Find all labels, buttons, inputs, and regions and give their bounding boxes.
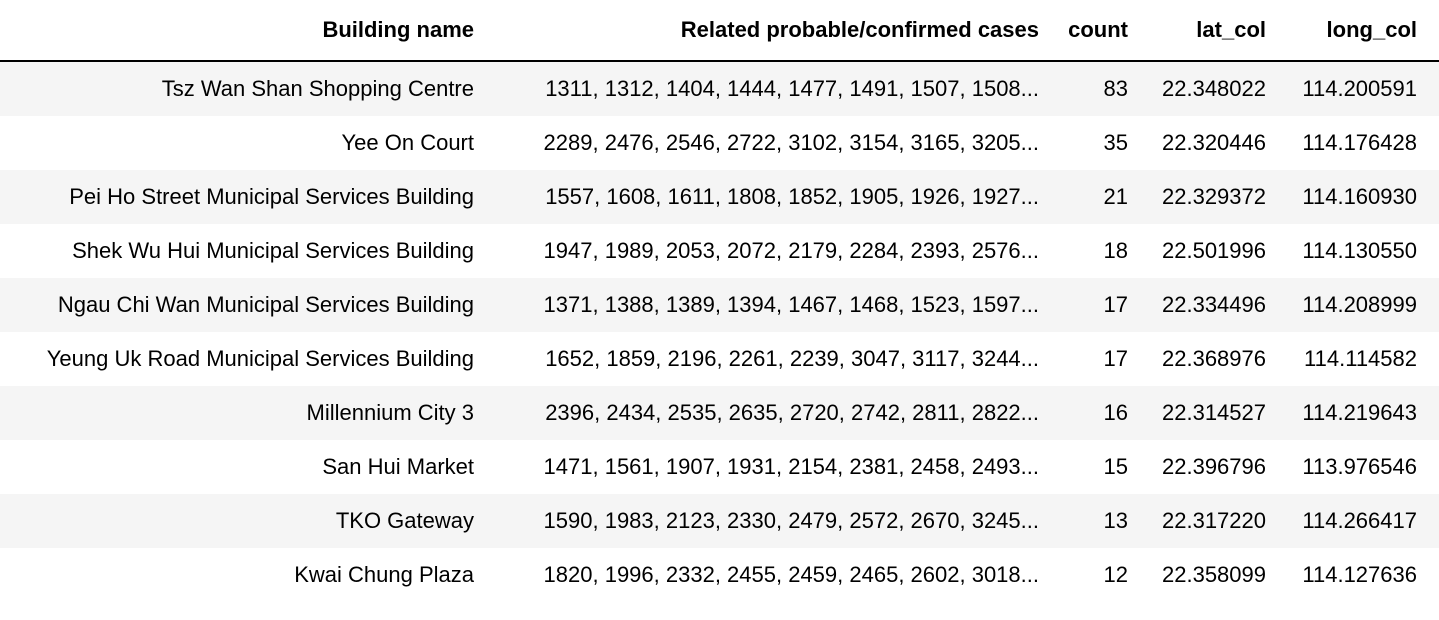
table-row: San Hui Market 1471, 1561, 1907, 1931, 2…	[0, 440, 1439, 494]
cell-lat: 22.317220	[1140, 494, 1278, 548]
cell-related-cases: 2396, 2434, 2535, 2635, 2720, 2742, 2811…	[486, 386, 1051, 440]
cell-related-cases: 1820, 1996, 2332, 2455, 2459, 2465, 2602…	[486, 548, 1051, 602]
header-lat-col: lat_col	[1140, 0, 1278, 62]
cell-lat: 22.334496	[1140, 278, 1278, 332]
table-row: Shek Wu Hui Municipal Services Building …	[0, 224, 1439, 278]
cell-long: 114.127636	[1278, 548, 1439, 602]
cell-count: 83	[1051, 61, 1140, 116]
cell-lat: 22.320446	[1140, 116, 1278, 170]
cell-lat: 22.329372	[1140, 170, 1278, 224]
cell-building-name: TKO Gateway	[0, 494, 486, 548]
cell-lat: 22.368976	[1140, 332, 1278, 386]
table-body: Tsz Wan Shan Shopping Centre 1311, 1312,…	[0, 61, 1439, 602]
table-row: Kwai Chung Plaza 1820, 1996, 2332, 2455,…	[0, 548, 1439, 602]
table-header: Building name Related probable/confirmed…	[0, 0, 1439, 62]
header-count: count	[1051, 0, 1140, 62]
cell-long: 114.266417	[1278, 494, 1439, 548]
cell-long: 114.219643	[1278, 386, 1439, 440]
cell-related-cases: 1590, 1983, 2123, 2330, 2479, 2572, 2670…	[486, 494, 1051, 548]
header-related-cases: Related probable/confirmed cases	[486, 0, 1051, 62]
table-row: Millennium City 3 2396, 2434, 2535, 2635…	[0, 386, 1439, 440]
cell-related-cases: 1652, 1859, 2196, 2261, 2239, 3047, 3117…	[486, 332, 1051, 386]
cell-count: 18	[1051, 224, 1140, 278]
cell-related-cases: 1471, 1561, 1907, 1931, 2154, 2381, 2458…	[486, 440, 1051, 494]
cell-related-cases: 1557, 1608, 1611, 1808, 1852, 1905, 1926…	[486, 170, 1051, 224]
table-row: Pei Ho Street Municipal Services Buildin…	[0, 170, 1439, 224]
cell-related-cases: 1371, 1388, 1389, 1394, 1467, 1468, 1523…	[486, 278, 1051, 332]
header-long-col: long_col	[1278, 0, 1439, 62]
cell-long: 114.176428	[1278, 116, 1439, 170]
cell-building-name: Pei Ho Street Municipal Services Buildin…	[0, 170, 486, 224]
cell-building-name: Tsz Wan Shan Shopping Centre	[0, 61, 486, 116]
table-row: Yeung Uk Road Municipal Services Buildin…	[0, 332, 1439, 386]
cell-building-name: San Hui Market	[0, 440, 486, 494]
cell-count: 35	[1051, 116, 1140, 170]
cell-building-name: Shek Wu Hui Municipal Services Building	[0, 224, 486, 278]
cell-long: 114.208999	[1278, 278, 1439, 332]
cell-building-name: Kwai Chung Plaza	[0, 548, 486, 602]
table-row: Yee On Court 2289, 2476, 2546, 2722, 310…	[0, 116, 1439, 170]
cell-lat: 22.348022	[1140, 61, 1278, 116]
cell-long: 114.114582	[1278, 332, 1439, 386]
cell-count: 16	[1051, 386, 1140, 440]
cell-count: 13	[1051, 494, 1140, 548]
table-row: TKO Gateway 1590, 1983, 2123, 2330, 2479…	[0, 494, 1439, 548]
cell-lat: 22.396796	[1140, 440, 1278, 494]
cell-building-name: Millennium City 3	[0, 386, 486, 440]
cell-lat: 22.501996	[1140, 224, 1278, 278]
cell-count: 12	[1051, 548, 1140, 602]
cell-long: 113.976546	[1278, 440, 1439, 494]
dataframe-table: Building name Related probable/confirmed…	[0, 0, 1439, 602]
cell-related-cases: 1311, 1312, 1404, 1444, 1477, 1491, 1507…	[486, 61, 1051, 116]
cell-count: 17	[1051, 332, 1140, 386]
cell-building-name: Yeung Uk Road Municipal Services Buildin…	[0, 332, 486, 386]
header-building-name: Building name	[0, 0, 486, 62]
cell-count: 21	[1051, 170, 1140, 224]
header-row: Building name Related probable/confirmed…	[0, 0, 1439, 62]
cell-count: 15	[1051, 440, 1140, 494]
cell-lat: 22.314527	[1140, 386, 1278, 440]
cell-long: 114.130550	[1278, 224, 1439, 278]
cell-count: 17	[1051, 278, 1140, 332]
cell-related-cases: 2289, 2476, 2546, 2722, 3102, 3154, 3165…	[486, 116, 1051, 170]
cell-lat: 22.358099	[1140, 548, 1278, 602]
table-row: Tsz Wan Shan Shopping Centre 1311, 1312,…	[0, 61, 1439, 116]
cell-long: 114.200591	[1278, 61, 1439, 116]
cell-related-cases: 1947, 1989, 2053, 2072, 2179, 2284, 2393…	[486, 224, 1051, 278]
cell-building-name: Yee On Court	[0, 116, 486, 170]
table-row: Ngau Chi Wan Municipal Services Building…	[0, 278, 1439, 332]
cell-long: 114.160930	[1278, 170, 1439, 224]
cell-building-name: Ngau Chi Wan Municipal Services Building	[0, 278, 486, 332]
